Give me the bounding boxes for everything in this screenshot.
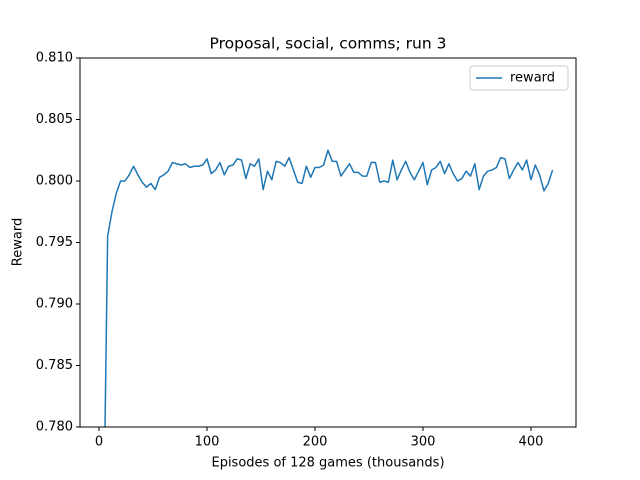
x-tick-label: 400 <box>519 435 544 450</box>
y-tick-label: 0.780 <box>36 420 73 435</box>
y-tick-label: 0.785 <box>36 358 73 373</box>
chart-title: Proposal, social, comms; run 3 <box>210 35 447 53</box>
x-axis-label: Episodes of 128 games (thousands) <box>211 456 444 471</box>
x-tick-label: 300 <box>411 435 436 450</box>
y-tick-label: 0.805 <box>36 112 73 127</box>
y-tick-label: 0.810 <box>36 51 73 66</box>
legend-label: reward <box>510 71 555 86</box>
y-axis-label: Reward <box>11 218 26 266</box>
x-tick-label: 100 <box>195 435 220 450</box>
legend-box <box>469 65 569 91</box>
y-tick-label: 0.800 <box>36 174 73 189</box>
x-tick-label: 200 <box>303 435 328 450</box>
y-tick-label: 0.795 <box>36 235 73 250</box>
plot-area <box>104 149 554 427</box>
plot-frame <box>79 57 577 428</box>
x-tick-label: 0 <box>95 435 103 450</box>
data-line <box>104 149 554 427</box>
y-tick-label: 0.790 <box>36 297 73 312</box>
